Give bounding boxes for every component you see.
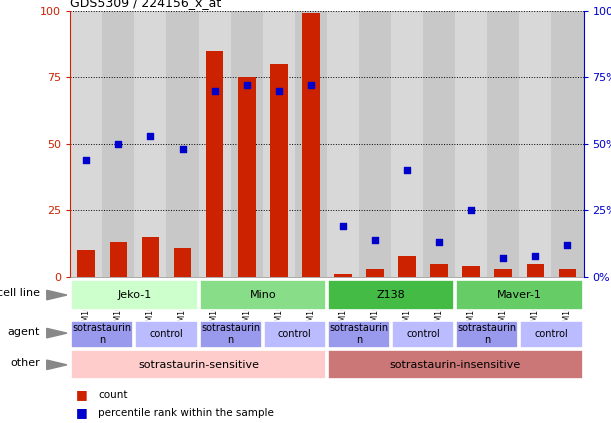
Bar [78,250,95,277]
Bar [463,266,480,277]
Bar [494,269,512,277]
Text: Mino: Mino [249,290,276,300]
Bar [302,13,320,277]
Bar [519,11,552,277]
Bar [71,321,133,348]
Text: sotrastaurin
n: sotrastaurin n [201,323,260,345]
Bar [521,321,582,348]
Text: Z138: Z138 [376,290,406,300]
Bar [136,321,197,348]
Bar [488,11,519,277]
Text: sotrastaurin-sensitive: sotrastaurin-sensitive [138,360,259,370]
Bar [430,264,448,277]
Text: ■: ■ [75,407,87,420]
Bar [334,275,352,277]
Bar [456,280,582,310]
Text: control: control [150,329,183,339]
Bar [398,256,416,277]
Text: other: other [10,358,40,368]
Point [114,140,123,147]
Text: Jeko-1: Jeko-1 [117,290,152,300]
Text: GDS5309 / 224156_x_at: GDS5309 / 224156_x_at [70,0,222,9]
Bar [174,248,191,277]
Bar [264,321,326,348]
Point [466,207,476,214]
Bar [70,11,103,277]
Text: control: control [278,329,312,339]
Text: sotrastaurin-insensitive: sotrastaurin-insensitive [390,360,521,370]
Bar [328,321,390,348]
Bar [199,11,231,277]
Bar [327,11,359,277]
Point [274,87,284,94]
Text: count: count [98,390,128,400]
Bar [109,242,127,277]
Bar [295,11,327,277]
Bar [328,350,582,379]
Text: ■: ■ [75,388,87,401]
Bar [103,11,134,277]
Point [530,253,540,259]
Text: control: control [535,329,568,339]
Polygon shape [46,328,67,338]
Point [499,255,508,262]
Text: Maver-1: Maver-1 [497,290,542,300]
Bar [71,350,326,379]
Bar [71,280,197,310]
Point [178,146,188,153]
Bar [423,11,455,277]
Point [242,82,252,88]
Bar [270,64,288,277]
Bar [328,280,454,310]
Bar [134,11,166,277]
Point [81,157,91,163]
Bar [558,269,576,277]
Bar [200,280,326,310]
Text: sotrastaurin
n: sotrastaurin n [458,323,517,345]
Point [145,132,155,139]
Bar [455,11,488,277]
Polygon shape [46,290,67,300]
Point [563,242,573,248]
Text: percentile rank within the sample: percentile rank within the sample [98,408,274,418]
Text: control: control [406,329,440,339]
Bar [231,11,263,277]
Bar [366,269,384,277]
Text: sotrastaurin
n: sotrastaurin n [329,323,389,345]
Bar [456,321,518,348]
Bar [392,321,454,348]
Bar [238,77,255,277]
Text: agent: agent [8,327,40,337]
Point [434,239,444,246]
Text: cell line: cell line [0,288,40,299]
Bar [527,264,544,277]
Bar [359,11,391,277]
Bar [552,11,584,277]
Point [370,236,380,243]
Point [306,82,316,88]
Bar [200,321,262,348]
Point [210,87,219,94]
Bar [391,11,423,277]
Text: sotrastaurin
n: sotrastaurin n [73,323,132,345]
Polygon shape [46,360,67,370]
Point [338,223,348,230]
Point [402,167,412,174]
Bar [142,237,159,277]
Bar [206,51,224,277]
Bar [263,11,295,277]
Bar [166,11,199,277]
